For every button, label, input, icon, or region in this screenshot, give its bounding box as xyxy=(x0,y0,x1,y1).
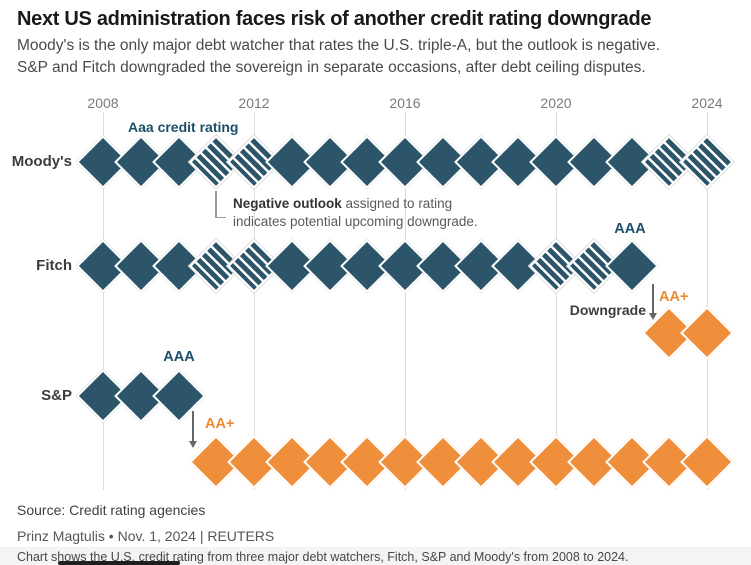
diamond-moodys-2024 xyxy=(680,135,734,189)
note-line-1: Negative outlook assigned to rating xyxy=(233,195,478,213)
note-line-2: indicates potential upcoming downgrade. xyxy=(233,213,478,229)
fitch-downgrade-label: Downgrade xyxy=(569,302,646,318)
note-bold-text: Negative outlook xyxy=(233,196,342,211)
negative-outlook-note: Negative outlook assigned to rating indi… xyxy=(233,195,478,230)
note-connector-vertical xyxy=(215,191,217,218)
sp-downgrade-arrow-line xyxy=(192,411,194,442)
subtitle-line-1: Moody's is the only major debt watcher t… xyxy=(17,37,661,54)
gridline-2012 xyxy=(254,112,255,490)
bottom-scrollbar-thumb[interactable] xyxy=(58,561,180,565)
subtitle-line-2: S&P and Fitch downgraded the sovereign i… xyxy=(17,59,646,76)
note-rest-text: assigned to rating xyxy=(341,196,453,211)
caption-text: Chart shows the U.S. credit rating from … xyxy=(17,550,629,564)
axis-year-label-2008: 2008 xyxy=(87,95,119,111)
sp-downgrade-arrow-icon xyxy=(188,441,197,448)
note-connector-foot xyxy=(215,216,226,218)
diamond-sp-2010 xyxy=(151,369,206,423)
sp-aaa-label: AAA xyxy=(163,349,195,365)
row-label-fitch: Fitch xyxy=(36,257,72,274)
gridline-2016 xyxy=(405,112,406,490)
gridline-2008 xyxy=(103,112,104,490)
fitch-aa-plus-label: AA+ xyxy=(659,289,689,305)
diamond-sp-2024 xyxy=(680,435,734,489)
fitch-downgrade-arrow-icon xyxy=(648,313,657,320)
sp-aa-plus-label: AA+ xyxy=(205,416,235,432)
byline-text: Prinz Magtulis • Nov. 1, 2024 | REUTERS xyxy=(17,528,275,544)
row-label-moodys: Moody's xyxy=(11,153,72,170)
gridline-2020 xyxy=(556,112,557,490)
axis-year-label-2024: 2024 xyxy=(691,95,723,111)
row-label-sp: S&P xyxy=(41,387,72,404)
axis-year-label-2020: 2020 xyxy=(540,95,572,111)
page-title: Next US administration faces risk of ano… xyxy=(17,8,652,30)
fitch-aaa-label: AAA xyxy=(614,221,646,237)
diamond-fitch-2024 xyxy=(680,306,734,360)
gridline-2024 xyxy=(707,112,708,490)
fitch-downgrade-arrow-line xyxy=(652,284,654,314)
diamond-fitch-2022 xyxy=(604,239,659,293)
page-subtitle: Moody's is the only major debt watcher t… xyxy=(17,35,737,79)
axis-year-label-2016: 2016 xyxy=(389,95,421,111)
source-text: Source: Credit rating agencies xyxy=(17,502,206,518)
moodys-aaa-rating-label: Aaa credit rating xyxy=(128,119,239,135)
axis-year-label-2012: 2012 xyxy=(238,95,270,111)
caption-strip xyxy=(0,547,751,565)
